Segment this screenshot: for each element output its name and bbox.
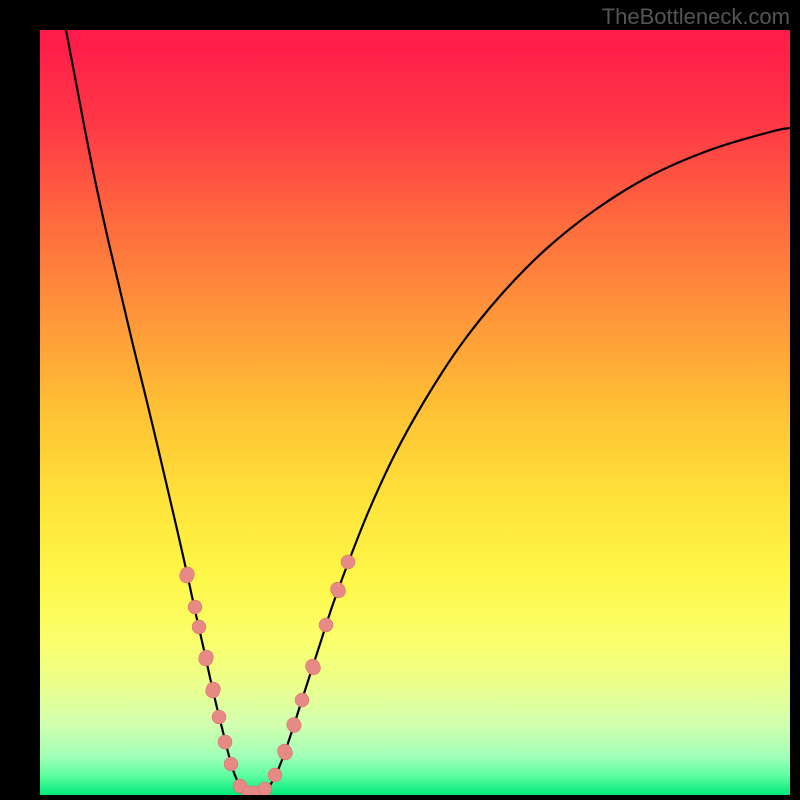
- marker-dot: [258, 782, 272, 795]
- marker-dot: [319, 618, 333, 632]
- marker-dot: [188, 600, 202, 614]
- marker-dot: [268, 768, 282, 782]
- marker-dot: [192, 620, 206, 634]
- marker-dot: [212, 710, 226, 724]
- watermark-text: TheBottleneck.com: [602, 4, 790, 30]
- plot-area: [40, 30, 790, 795]
- marker-dot: [224, 757, 238, 771]
- gradient-background: [40, 30, 790, 795]
- marker-dot: [295, 693, 309, 707]
- marker-dot: [341, 555, 355, 569]
- chart-svg: [40, 30, 790, 795]
